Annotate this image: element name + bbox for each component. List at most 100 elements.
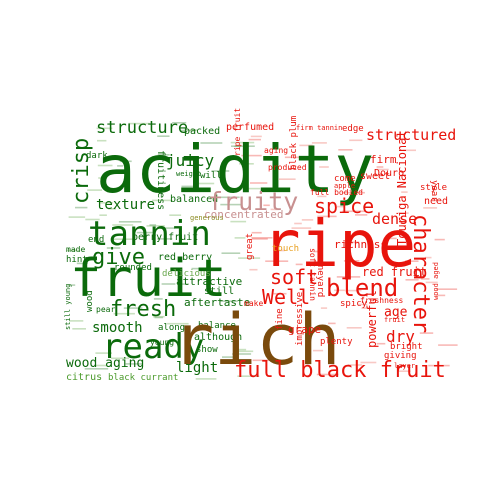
word-citrus: citrus	[66, 372, 102, 383]
word-weight: weight	[176, 170, 201, 178]
tiny-word-mark	[337, 205, 344, 208]
tiny-word-mark	[118, 221, 142, 223]
tiny-word-mark	[238, 257, 261, 259]
word-fine: fine	[275, 308, 285, 330]
tiny-word-mark	[265, 260, 289, 262]
tiny-word-mark	[136, 231, 153, 234]
word-made: made	[66, 245, 85, 254]
tiny-word-mark	[251, 231, 262, 234]
word-ready: ready	[102, 327, 204, 367]
tiny-word-mark	[343, 241, 360, 244]
tiny-word-mark	[96, 127, 113, 130]
tiny-word-mark	[221, 252, 241, 254]
tiny-word-mark	[397, 370, 411, 372]
tiny-word-mark	[361, 307, 373, 309]
tiny-word-mark	[159, 227, 175, 229]
word-produced: produced	[268, 163, 307, 172]
tiny-word-mark	[76, 262, 88, 265]
word-impressive: impressive	[295, 292, 305, 346]
word-bright: bright	[390, 342, 423, 352]
word-layer: layer	[394, 362, 415, 370]
word-texture: texture	[96, 197, 155, 213]
word-balanced: balanced	[170, 194, 218, 205]
tiny-word-mark	[346, 327, 362, 329]
word-aftertaste: aftertaste	[184, 296, 250, 309]
word-black-plum: black plum	[289, 116, 299, 170]
word-black-currant: black currant	[108, 373, 178, 383]
tiny-word-mark	[279, 361, 286, 363]
tiny-word-mark	[239, 163, 254, 165]
tiny-word-mark	[232, 353, 252, 355]
tiny-word-mark	[222, 356, 239, 358]
tiny-word-mark	[179, 129, 197, 132]
tiny-word-mark	[311, 142, 327, 144]
word-touriga-nacional: Touriga Nacional	[395, 130, 409, 246]
tiny-word-mark	[161, 283, 176, 285]
tiny-word-mark	[119, 160, 132, 163]
word-great: great	[245, 233, 255, 260]
tiny-word-mark	[195, 378, 217, 380]
tiny-word-mark	[343, 260, 360, 262]
tiny-word-mark	[111, 238, 135, 240]
word-pear: pear	[96, 305, 115, 314]
tiny-word-mark	[149, 224, 157, 226]
tiny-word-mark	[195, 182, 215, 185]
tiny-word-mark	[334, 289, 345, 292]
tiny-word-mark	[428, 364, 450, 367]
tiny-word-mark	[152, 199, 173, 202]
tiny-word-mark	[191, 267, 208, 270]
tiny-word-mark	[284, 156, 304, 159]
tiny-word-mark	[404, 260, 419, 262]
tiny-word-mark	[295, 263, 303, 266]
tiny-word-mark	[181, 185, 197, 188]
word-make: make	[244, 299, 263, 308]
tiny-word-mark	[279, 178, 296, 180]
word-generous: generous	[190, 214, 224, 222]
tiny-word-mark	[294, 222, 302, 225]
word-soft: soft	[270, 265, 318, 289]
tiny-word-mark	[234, 237, 246, 239]
word-crisp: crisp	[69, 138, 94, 204]
tiny-word-mark	[85, 218, 100, 221]
word-red-fruit: red fruit	[362, 265, 427, 279]
tiny-word-mark	[291, 227, 312, 229]
word-edge: edge	[342, 124, 364, 134]
word-year: year	[429, 180, 439, 202]
tiny-word-mark	[438, 344, 458, 346]
tiny-word-mark	[310, 157, 321, 160]
tiny-word-mark	[398, 212, 409, 214]
tiny-word-mark	[336, 276, 361, 278]
word-structure: structure	[96, 118, 188, 138]
word-concentrated: concentrated	[204, 208, 283, 221]
tiny-word-mark	[123, 307, 143, 309]
tiny-word-mark	[342, 210, 365, 213]
word-vineyard: vineyard	[315, 254, 325, 297]
tiny-word-mark	[84, 368, 109, 370]
word-smooth: smooth	[92, 320, 143, 336]
tiny-word-mark	[238, 348, 247, 351]
word-soft-tannin: soft tannin	[308, 248, 317, 301]
tiny-word-mark	[95, 364, 107, 367]
tiny-word-mark	[97, 139, 107, 142]
word-will: will	[200, 171, 222, 181]
word-wood: wood	[85, 290, 95, 312]
word-firm: firm	[370, 153, 397, 166]
word-douro: Douro	[374, 168, 404, 179]
word-rich: rich	[172, 299, 341, 381]
word-full-black-fruit: full black fruit	[234, 358, 446, 383]
tiny-word-mark	[154, 316, 163, 319]
word-delicious: delicious	[162, 269, 211, 279]
tiny-word-mark	[220, 203, 241, 206]
tiny-word-mark	[230, 141, 255, 144]
tiny-word-mark	[250, 182, 268, 184]
tiny-word-mark	[425, 281, 438, 284]
word-grape: grape	[288, 323, 321, 336]
tiny-word-mark	[231, 145, 255, 147]
tiny-word-mark	[376, 168, 389, 171]
tiny-word-mark	[189, 129, 197, 131]
word-end: end	[88, 235, 104, 245]
tiny-word-mark	[270, 208, 280, 211]
tiny-word-mark	[211, 170, 230, 172]
tiny-word-mark	[67, 284, 76, 286]
tiny-word-mark	[376, 342, 386, 345]
